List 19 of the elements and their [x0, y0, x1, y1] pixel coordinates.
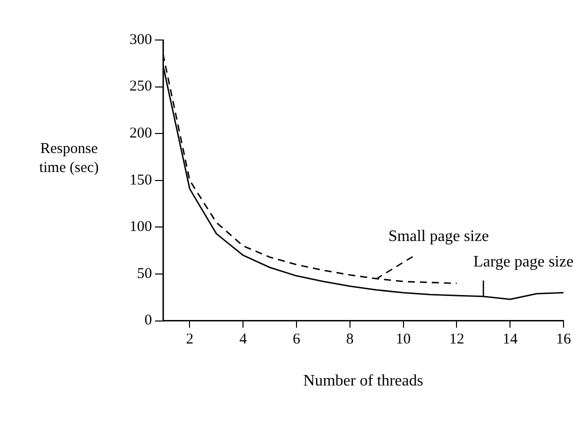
y-tick-label: 300: [130, 32, 152, 48]
series-label: Large page size: [473, 254, 574, 271]
x-tick-label: 2: [186, 332, 194, 348]
x-tick-label: 16: [556, 332, 572, 348]
x-tick-label: 10: [396, 332, 411, 348]
y-tick-label: 200: [130, 126, 152, 142]
y-tick-label: 250: [130, 78, 152, 95]
y-tick-label: 150: [130, 172, 152, 188]
y-tick-label: 100: [130, 219, 152, 236]
text: Small page size: [388, 228, 489, 245]
y-tick-label: 50: [137, 266, 152, 282]
x-tick-label: 12: [449, 332, 464, 348]
x-tick-label: 4: [239, 332, 248, 348]
x-tick-label: 8: [346, 332, 354, 348]
x-axis-title: Number of threads: [303, 372, 424, 390]
x-tick-label: 6: [292, 332, 301, 348]
y-tick-label: 0: [144, 312, 152, 329]
y-axis-title: Response time (sec): [38, 140, 100, 178]
x-tick-label: 14: [502, 332, 518, 348]
